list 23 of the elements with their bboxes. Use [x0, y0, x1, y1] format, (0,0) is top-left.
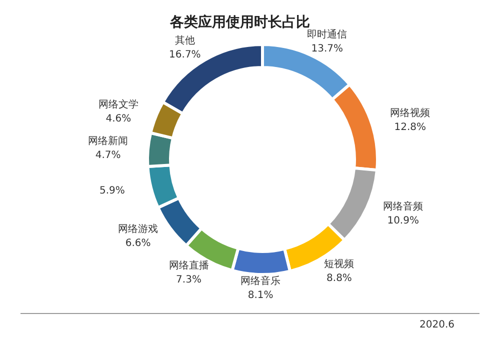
chart-title: 各类应用使用时长占比 — [169, 14, 310, 30]
data-label: 5.9% — [99, 185, 125, 196]
slice-label: 网络音乐 — [240, 274, 281, 287]
data-label: 13.7% — [311, 44, 344, 55]
slice-label: 网络游戏 — [118, 222, 158, 235]
slice-label: 网络文学 — [98, 98, 138, 110]
data-label: 12.8% — [394, 122, 426, 133]
slice-label: 网络视频 — [390, 106, 430, 119]
slice-label: 短视频 — [324, 258, 354, 270]
data-label: 8.8% — [326, 273, 352, 284]
slice-label: 网络直播 — [168, 259, 209, 272]
data-label: 7.3% — [176, 274, 202, 286]
slice-label: 网络新闻 — [88, 134, 128, 147]
slice-label: 网络音频 — [383, 200, 424, 212]
data-label: 8.1% — [248, 290, 274, 301]
data-label: 10.9% — [387, 215, 419, 226]
slice-label: 其他 — [174, 34, 195, 46]
data-label: 4.7% — [95, 150, 121, 161]
data-label: 16.7% — [169, 49, 201, 60]
data-label: 6.6% — [125, 238, 151, 249]
slice-label: 即时通信 — [307, 28, 348, 41]
data-label: 4.6% — [106, 113, 132, 124]
text: 2020.6 — [420, 320, 455, 330]
